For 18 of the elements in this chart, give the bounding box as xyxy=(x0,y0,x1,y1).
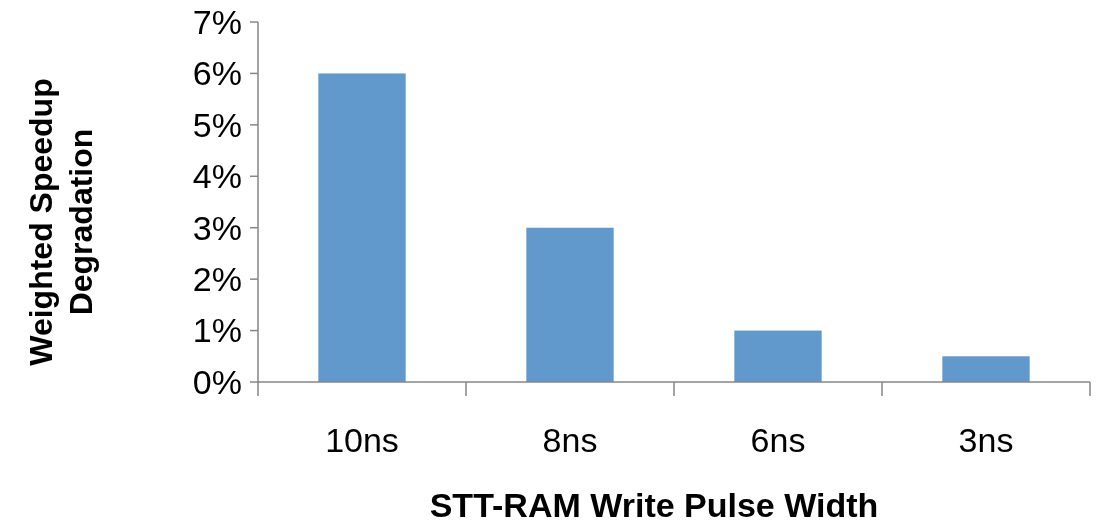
y-axis-title: Weighted Speedup Degradation xyxy=(23,78,99,366)
bar xyxy=(318,73,406,382)
x-tick-label: 3ns xyxy=(958,421,1014,459)
x-tick-label: 6ns xyxy=(750,421,806,459)
y-tick-label: 5% xyxy=(192,105,242,144)
bar xyxy=(734,330,822,382)
y-tick-label: 4% xyxy=(192,157,242,196)
y-tick-label: 2% xyxy=(192,260,242,299)
y-tick-label: 1% xyxy=(192,311,242,350)
y-tick-label: 0% xyxy=(192,362,242,401)
x-axis-title: STT-RAM Write Pulse Width xyxy=(429,486,879,524)
bar xyxy=(942,356,1030,382)
y-tick-label: 6% xyxy=(192,54,242,93)
x-tick-label: 10ns xyxy=(325,421,399,459)
y-tick-label: 3% xyxy=(192,208,242,247)
x-tick-label: 8ns xyxy=(542,421,598,459)
y-tick-label: 7% xyxy=(192,2,242,41)
bar xyxy=(526,227,614,382)
